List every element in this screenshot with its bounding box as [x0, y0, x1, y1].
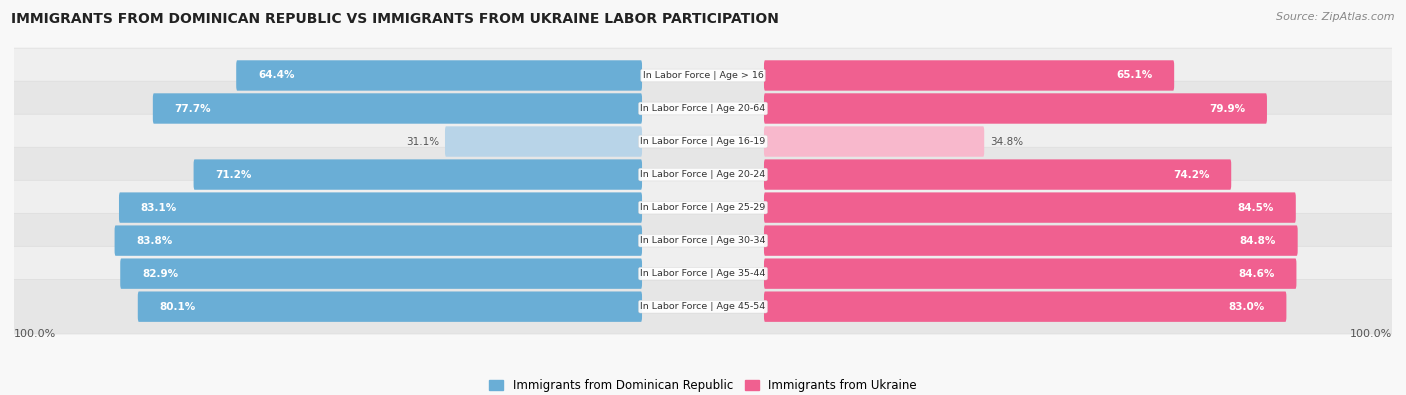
FancyBboxPatch shape [13, 213, 1393, 268]
FancyBboxPatch shape [763, 292, 1286, 322]
Text: 34.8%: 34.8% [990, 137, 1024, 147]
Text: 65.1%: 65.1% [1116, 70, 1153, 81]
Text: 100.0%: 100.0% [1350, 329, 1392, 339]
FancyBboxPatch shape [763, 126, 984, 157]
Text: In Labor Force | Age 20-64: In Labor Force | Age 20-64 [640, 104, 766, 113]
Text: 83.0%: 83.0% [1229, 302, 1264, 312]
Text: In Labor Force | Age 35-44: In Labor Force | Age 35-44 [640, 269, 766, 278]
FancyBboxPatch shape [138, 292, 643, 322]
FancyBboxPatch shape [763, 258, 1296, 289]
FancyBboxPatch shape [115, 226, 643, 256]
FancyBboxPatch shape [763, 159, 1232, 190]
Text: 83.8%: 83.8% [136, 235, 173, 246]
Text: 74.2%: 74.2% [1173, 169, 1209, 180]
FancyBboxPatch shape [153, 93, 643, 124]
Text: 84.5%: 84.5% [1237, 203, 1274, 213]
Text: 77.7%: 77.7% [174, 103, 211, 113]
Text: In Labor Force | Age 20-24: In Labor Force | Age 20-24 [640, 170, 766, 179]
FancyBboxPatch shape [763, 93, 1267, 124]
FancyBboxPatch shape [13, 180, 1393, 235]
Text: 82.9%: 82.9% [142, 269, 179, 278]
Text: 80.1%: 80.1% [159, 302, 195, 312]
FancyBboxPatch shape [120, 192, 643, 223]
Text: 100.0%: 100.0% [14, 329, 56, 339]
Text: IMMIGRANTS FROM DOMINICAN REPUBLIC VS IMMIGRANTS FROM UKRAINE LABOR PARTICIPATIO: IMMIGRANTS FROM DOMINICAN REPUBLIC VS IM… [11, 12, 779, 26]
FancyBboxPatch shape [13, 279, 1393, 334]
FancyBboxPatch shape [763, 60, 1174, 91]
FancyBboxPatch shape [763, 226, 1298, 256]
Text: 71.2%: 71.2% [215, 169, 252, 180]
Text: In Labor Force | Age 30-34: In Labor Force | Age 30-34 [640, 236, 766, 245]
Text: 31.1%: 31.1% [406, 137, 439, 147]
Text: 84.6%: 84.6% [1239, 269, 1275, 278]
FancyBboxPatch shape [13, 48, 1393, 103]
FancyBboxPatch shape [763, 192, 1296, 223]
FancyBboxPatch shape [13, 147, 1393, 202]
Text: 79.9%: 79.9% [1209, 103, 1246, 113]
Text: In Labor Force | Age 16-19: In Labor Force | Age 16-19 [640, 137, 766, 146]
FancyBboxPatch shape [236, 60, 643, 91]
FancyBboxPatch shape [13, 246, 1393, 301]
Text: In Labor Force | Age 45-54: In Labor Force | Age 45-54 [640, 302, 766, 311]
Text: In Labor Force | Age > 16: In Labor Force | Age > 16 [643, 71, 763, 80]
Text: 84.8%: 84.8% [1240, 235, 1277, 246]
FancyBboxPatch shape [194, 159, 643, 190]
Text: 64.4%: 64.4% [257, 70, 294, 81]
FancyBboxPatch shape [121, 258, 643, 289]
Text: Source: ZipAtlas.com: Source: ZipAtlas.com [1277, 12, 1395, 22]
FancyBboxPatch shape [13, 81, 1393, 136]
Text: In Labor Force | Age 25-29: In Labor Force | Age 25-29 [640, 203, 766, 212]
FancyBboxPatch shape [444, 126, 643, 157]
Legend: Immigrants from Dominican Republic, Immigrants from Ukraine: Immigrants from Dominican Republic, Immi… [484, 373, 922, 395]
Text: 83.1%: 83.1% [141, 203, 177, 213]
FancyBboxPatch shape [13, 114, 1393, 169]
